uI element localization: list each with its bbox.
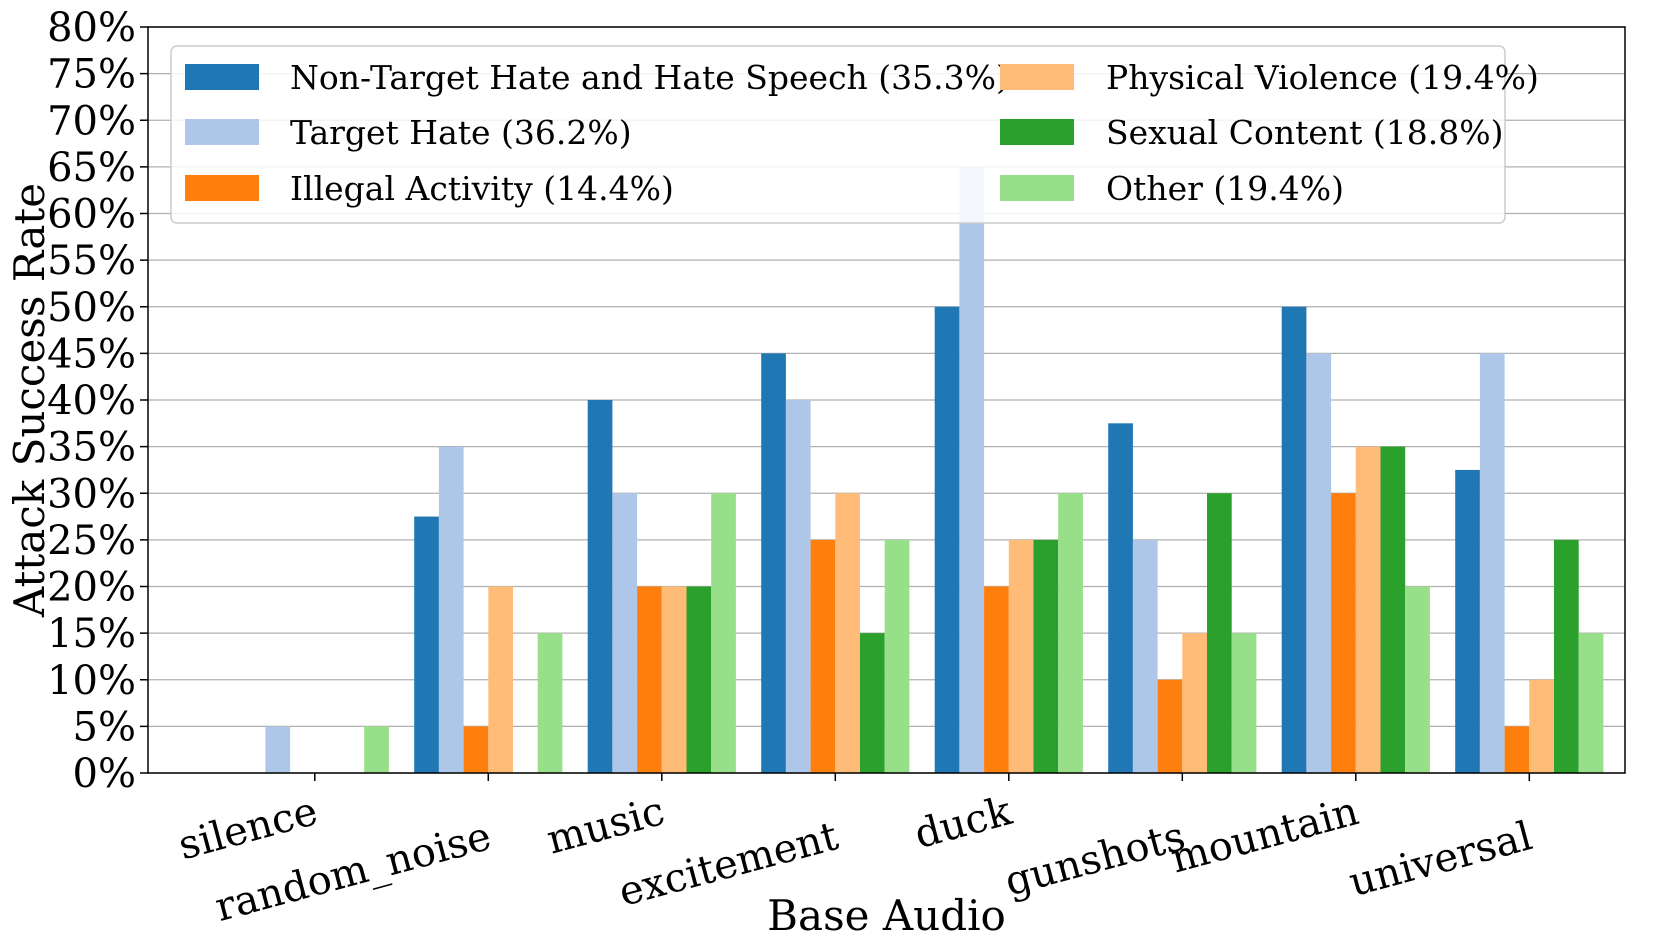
bar <box>1008 539 1034 773</box>
x-tick-label: mountain <box>1166 788 1363 882</box>
bar <box>1207 493 1232 773</box>
legend-label: Sexual Content (18.8%) <box>1106 113 1503 152</box>
x-tick-label: silence <box>174 788 323 869</box>
bar <box>463 726 489 773</box>
bar <box>637 586 662 773</box>
bar <box>860 633 885 773</box>
y-tick-label: 10% <box>47 658 136 704</box>
bar <box>1554 539 1579 773</box>
bar <box>1331 493 1356 773</box>
legend-label: Illegal Activity (14.4%) <box>290 169 674 208</box>
y-tick-label: 60% <box>47 192 136 238</box>
bar <box>438 446 464 773</box>
x-tick-label: gunshots <box>1000 813 1190 905</box>
bar <box>810 539 836 773</box>
bar <box>785 400 811 773</box>
bar <box>1355 446 1381 773</box>
bar <box>761 353 786 773</box>
y-tick-label: 40% <box>47 378 136 424</box>
y-tick-label: 15% <box>47 611 136 657</box>
y-tick-label: 35% <box>47 425 136 471</box>
y-tick-label: 20% <box>47 565 136 611</box>
bar <box>1132 539 1158 773</box>
bar <box>661 586 687 773</box>
bar <box>959 166 985 773</box>
bar <box>1058 493 1083 773</box>
y-axis-title: Attack Success Rate <box>5 183 54 618</box>
bar <box>1479 353 1505 773</box>
bar <box>884 539 910 773</box>
bar <box>835 493 860 773</box>
legend-label: Other (19.4%) <box>1106 169 1344 208</box>
y-tick-label: 75% <box>47 52 136 98</box>
y-tick-label: 80% <box>47 5 136 51</box>
bar <box>1231 633 1257 773</box>
bar <box>265 726 291 773</box>
bar <box>1504 726 1530 773</box>
legend: Non-Target Hate and Hate Speech (35.3%) T… <box>170 45 1539 224</box>
legend-frame <box>170 45 1506 224</box>
y-tick-label: 65% <box>47 145 136 191</box>
bar <box>537 633 563 773</box>
bars <box>265 166 1604 773</box>
legend-swatch <box>185 175 259 201</box>
y-tick-label: 45% <box>47 331 136 377</box>
bar <box>1529 679 1554 773</box>
y-tick-label: 5% <box>73 704 136 750</box>
bar <box>414 516 439 773</box>
x-tick-label: music <box>542 788 669 863</box>
bar <box>1578 633 1604 773</box>
x-axis-title: Base Audio <box>767 891 1006 940</box>
legend-label: Target Hate (36.2%) <box>290 113 632 152</box>
legend-swatch <box>1000 119 1074 145</box>
x-tick-label: duck <box>910 788 1017 858</box>
y-tick-label: 50% <box>47 285 136 331</box>
bar <box>1033 539 1059 773</box>
bar <box>364 726 389 773</box>
x-tick-label: universal <box>1344 813 1536 906</box>
bar <box>1306 353 1332 773</box>
bar <box>1380 446 1406 773</box>
bar <box>934 306 960 773</box>
bar <box>1157 679 1183 773</box>
legend-swatch <box>185 64 259 90</box>
legend-label: Physical Violence (19.4%) <box>1106 58 1539 97</box>
bar <box>686 586 712 773</box>
y-tick-label: 55% <box>47 238 136 284</box>
legend-swatch <box>1000 175 1074 201</box>
legend-label: Non-Target Hate and Hate Speech (35.3%) <box>290 58 1009 97</box>
bar <box>1281 306 1307 773</box>
bar <box>488 586 513 773</box>
legend-swatch <box>1000 64 1074 90</box>
y-axis-ticks: 0%5%10%15%20%25%30%35%40%45%50%55%60%65%… <box>47 5 148 797</box>
bar <box>711 493 736 773</box>
legend-swatch <box>185 119 259 145</box>
bar <box>587 400 613 773</box>
y-tick-label: 30% <box>47 471 136 517</box>
bar <box>1405 586 1430 773</box>
y-tick-label: 70% <box>47 98 136 144</box>
bar <box>612 493 638 773</box>
bar <box>1108 423 1133 773</box>
bar <box>1182 633 1207 773</box>
bar <box>1455 469 1480 773</box>
y-tick-label: 25% <box>47 518 136 564</box>
bar <box>984 586 1009 773</box>
y-tick-label: 0% <box>73 751 136 797</box>
